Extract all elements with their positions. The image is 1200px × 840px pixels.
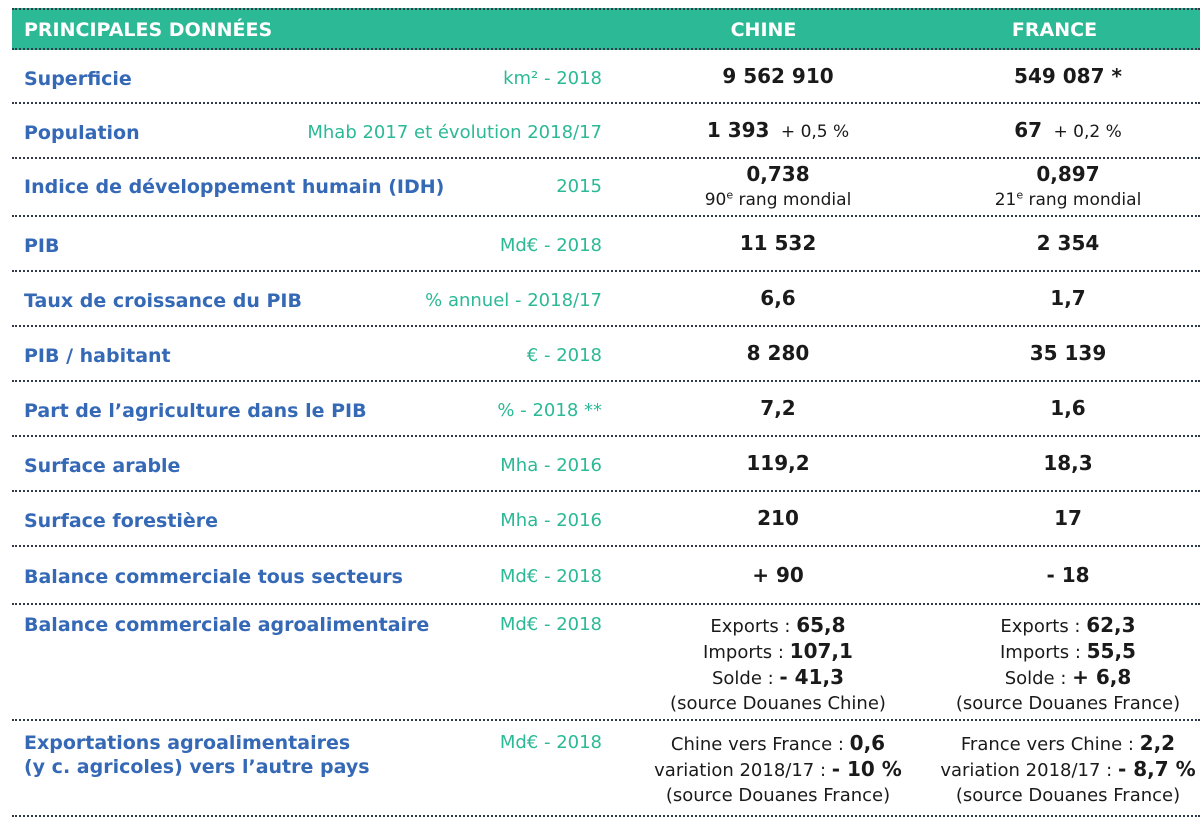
- france-value: 18,3: [1043, 451, 1093, 475]
- table-row: Indice de développement humain (IDH) 201…: [12, 159, 1200, 217]
- row-unit: Md€ - 2018: [499, 566, 602, 587]
- table-row: Superficie km² - 2018 9 562 910 549 087 …: [12, 50, 1200, 104]
- row-unit: Md€ - 2018: [499, 235, 602, 256]
- chine-value: 8 280: [746, 341, 810, 365]
- chine-exports-to-france: Chine vers France : 0,6 variation 2018/1…: [654, 731, 902, 806]
- france-value: - 18: [1046, 563, 1090, 587]
- row-label: PIB: [24, 235, 60, 257]
- row-label: Population: [24, 122, 140, 144]
- table-row: Population Mhab 2017 et évolution 2018/1…: [12, 104, 1200, 159]
- chine-imports: Imports : 107,1: [703, 639, 853, 663]
- table-row: Taux de croissance du PIB % annuel - 201…: [12, 272, 1200, 327]
- france-value: 17: [1054, 506, 1082, 530]
- france-value: 549 087 *: [1014, 64, 1122, 88]
- chine-value: 119,2: [746, 451, 810, 475]
- chine-rank: 90e rang mondial: [704, 188, 852, 210]
- chine-value: 7,2: [760, 396, 796, 420]
- header-france: FRANCE: [1011, 19, 1098, 41]
- row-unit: % - 2018 **: [497, 400, 602, 421]
- france-value: 0,897 21e rang mondial: [994, 162, 1142, 210]
- france-source: (source Douanes France): [955, 693, 1181, 714]
- france-exports: Exports : 62,3: [1000, 613, 1136, 637]
- table-row: Surface arable Mha - 2016 119,2 18,3: [12, 437, 1200, 492]
- header-chine: CHINE: [730, 19, 797, 41]
- france-evolution: + 0,2 %: [1053, 122, 1122, 142]
- row-label: Exportations agroalimentaires (y c. agric…: [24, 732, 370, 778]
- france-value: 1,6: [1050, 396, 1086, 420]
- row-unit: Md€ - 2018: [499, 614, 602, 635]
- row-unit: Mhab 2017 et évolution 2018/17: [307, 122, 602, 143]
- table-row: Part de l’agriculture dans le PIB % - 20…: [12, 382, 1200, 437]
- france-trade-balance: Exports : 62,3 Imports : 55,5 Solde : + …: [908, 613, 1200, 716]
- france-value: 35 139: [1029, 341, 1107, 365]
- row-unit: € - 2018: [526, 345, 602, 366]
- data-table: PRINCIPALES DONNÉES CHINE FRANCE Superfi…: [12, 0, 1200, 817]
- chine-value: 210: [757, 506, 799, 530]
- table-row: Surface forestière Mha - 2016 210 17: [12, 492, 1200, 547]
- chine-value: + 90: [752, 563, 804, 587]
- table-row: PIB / habitant € - 2018 8 280 35 139: [12, 327, 1200, 382]
- row-label: Part de l’agriculture dans le PIB: [24, 400, 367, 422]
- table-row: Balance commerciale agroalimentaire Md€ …: [12, 605, 1200, 721]
- row-unit: Md€ - 2018: [499, 732, 602, 753]
- row-label: Surface forestière: [24, 510, 219, 532]
- chine-exports: Exports : 65,8: [710, 613, 846, 637]
- chine-value: 6,6: [760, 286, 796, 310]
- chine-value: 0,738 90e rang mondial: [704, 162, 852, 210]
- chine-value: 9 562 910: [722, 64, 834, 88]
- row-unit: km² - 2018: [503, 68, 602, 89]
- chine-evolution: + 0,5 %: [780, 122, 850, 142]
- row-label: Balance commerciale tous secteurs: [24, 566, 403, 588]
- chine-trade-balance: Exports : 65,8 Imports : 107,1 Solde : -…: [618, 613, 938, 716]
- row-unit: % annuel - 2018/17: [425, 290, 602, 311]
- row-label: Indice de développement humain (IDH): [24, 176, 445, 198]
- chine-source: (source Douanes Chine): [670, 693, 886, 714]
- france-value: 2 354: [1036, 231, 1100, 255]
- france-imports: Imports : 55,5: [1000, 639, 1136, 663]
- france-value: 67 + 0,2 %: [1014, 118, 1122, 142]
- chine-value: 1 393 + 0,5 %: [706, 118, 850, 142]
- row-label: Taux de croissance du PIB: [24, 290, 302, 312]
- row-unit: Mha - 2016: [500, 455, 602, 476]
- france-rank: 21e rang mondial: [994, 188, 1142, 210]
- table-header: PRINCIPALES DONNÉES CHINE FRANCE: [12, 8, 1200, 50]
- row-unit: Mha - 2016: [500, 510, 602, 531]
- row-label: Balance commerciale agroalimentaire: [24, 614, 430, 636]
- chine-solde: Solde : - 41,3: [711, 665, 845, 689]
- row-unit: 2015: [556, 176, 602, 197]
- row-label: Superficie: [24, 68, 132, 90]
- table-row: PIB Md€ - 2018 11 532 2 354: [12, 217, 1200, 272]
- france-value: 1,7: [1050, 286, 1086, 310]
- row-label: Surface arable: [24, 455, 181, 477]
- chine-value: 11 532: [739, 231, 817, 255]
- row-label: PIB / habitant: [24, 345, 171, 367]
- table-row: Exportations agroalimentaires (y c. agric…: [12, 721, 1200, 817]
- header-label: PRINCIPALES DONNÉES: [24, 19, 273, 41]
- france-exports-to-chine: France vers Chine : 2,2 variation 2018/1…: [940, 731, 1196, 806]
- france-solde: Solde : + 6,8: [1004, 665, 1132, 689]
- table-row: Balance commerciale tous secteurs Md€ - …: [12, 547, 1200, 605]
